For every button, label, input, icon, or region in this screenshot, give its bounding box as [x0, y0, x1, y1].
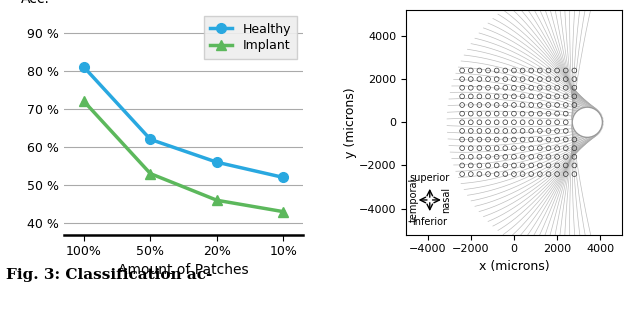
- Implant: [147, 172, 154, 176]
- Line: Implant: Implant: [79, 96, 288, 216]
- Text: superior: superior: [410, 173, 450, 183]
- Healthy: [147, 137, 154, 141]
- Text: Acc.: Acc.: [21, 0, 50, 6]
- Implant: [80, 99, 88, 104]
- X-axis label: x (microns): x (microns): [479, 260, 549, 273]
- Healthy: [213, 160, 221, 164]
- Text: temporal: temporal: [408, 178, 419, 222]
- Line: Healthy: Healthy: [79, 62, 288, 182]
- Y-axis label: y (microns): y (microns): [344, 87, 357, 157]
- Text: Fig. 3: Classification ac-: Fig. 3: Classification ac-: [6, 268, 212, 282]
- Healthy: [280, 176, 287, 180]
- Legend: Healthy, Implant: Healthy, Implant: [204, 16, 297, 59]
- Implant: [213, 198, 221, 202]
- Healthy: [80, 65, 88, 69]
- Circle shape: [572, 107, 602, 137]
- X-axis label: Amount of Patches: Amount of Patches: [118, 263, 249, 277]
- Text: nasal: nasal: [441, 187, 451, 213]
- Implant: [280, 210, 287, 214]
- Text: inferior: inferior: [412, 217, 447, 226]
